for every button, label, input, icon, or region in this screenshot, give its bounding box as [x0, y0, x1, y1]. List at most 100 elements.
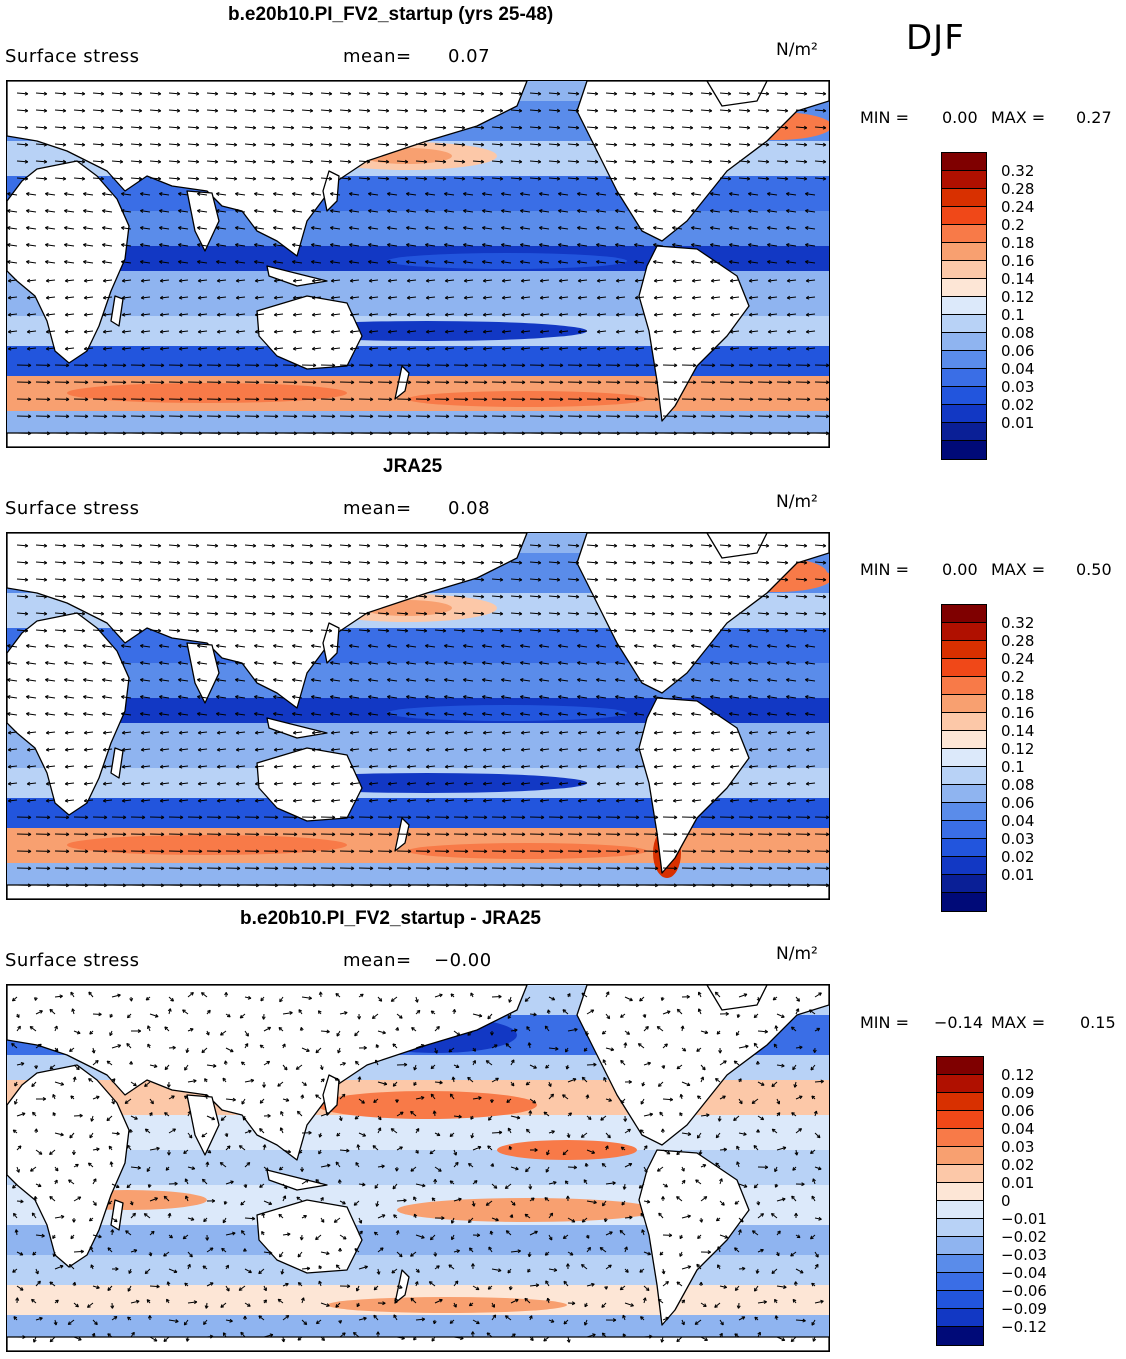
- colorbar-swatch: [942, 441, 986, 459]
- colorbar-swatch: [937, 1327, 983, 1345]
- colorbar-swatch: [942, 623, 986, 641]
- colorbar-swatch: [942, 387, 986, 405]
- colorbar-swatch: [942, 695, 986, 713]
- panel-2-map: [6, 532, 830, 900]
- colorbar-swatch: [942, 605, 986, 623]
- colorbar-swatch: [942, 279, 986, 297]
- colorbar-tick-label: 0.32: [1001, 162, 1035, 180]
- colorbar-swatch: [937, 1129, 983, 1147]
- panel-1-title: b.e20b10.PI_FV2_startup (yrs 25-48): [228, 4, 554, 25]
- colorbar-swatch: [942, 369, 986, 387]
- colorbar-tick-label: 0.08: [1001, 324, 1035, 342]
- colorbar-tick-label: 0.24: [1001, 650, 1035, 668]
- colorbar-swatch: [937, 1255, 983, 1273]
- colorbar-tick-label: 0.12: [1001, 740, 1035, 758]
- panel-2-colorbar: [941, 604, 987, 912]
- colorbar-tick-label: 0.03: [1001, 830, 1035, 848]
- colorbar-swatch: [942, 659, 986, 677]
- panel-2-mean-value: 0.08: [448, 498, 491, 519]
- colorbar-tick-label: 0.16: [1001, 704, 1035, 722]
- panel-3-title: b.e20b10.PI_FV2_startup - JRA25: [240, 908, 541, 929]
- panel-1-map: [6, 80, 830, 448]
- colorbar-swatch: [942, 225, 986, 243]
- colorbar-tick-label: 0.02: [1001, 1156, 1035, 1174]
- colorbar-swatch: [937, 1183, 983, 1201]
- colorbar-tick-label: 0.12: [1001, 1066, 1035, 1084]
- colorbar-swatch: [942, 405, 986, 423]
- colorbar-swatch: [937, 1165, 983, 1183]
- colorbar-swatch: [937, 1273, 983, 1291]
- panel-3-min-label: MIN =: [860, 1013, 909, 1032]
- panel-3-min-value: −0.14: [934, 1013, 984, 1032]
- colorbar-tick-label: 0.03: [1001, 378, 1035, 396]
- colorbar-tick-label: 0.06: [1001, 1102, 1035, 1120]
- colorbar-tick-label: 0.02: [1001, 848, 1035, 866]
- colorbar-swatch: [942, 677, 986, 695]
- colorbar-swatch: [942, 731, 986, 749]
- colorbar-tick-label: −0.03: [1001, 1246, 1047, 1264]
- panel-3-colorbar-ticks: 0.12 0.09 0.06 0.04 0.03 0.02 0.01 0 −0.01 −0.02−…: [1001, 1066, 1047, 1336]
- colorbar-tick-label: 0.24: [1001, 198, 1035, 216]
- colorbar-swatch: [937, 1309, 983, 1327]
- colorbar-tick-label: 0.09: [1001, 1084, 1035, 1102]
- colorbar-swatch: [942, 641, 986, 659]
- colorbar-swatch: [937, 1219, 983, 1237]
- panel-3-mean-value: −0.00: [434, 950, 492, 971]
- colorbar-tick-label: 0: [1001, 1192, 1011, 1210]
- colorbar-tick-label: 0.28: [1001, 180, 1035, 198]
- colorbar-tick-label: −0.02: [1001, 1228, 1047, 1246]
- colorbar-swatch: [937, 1111, 983, 1129]
- panel-1-unit: N/m²: [776, 40, 818, 60]
- panel-1-max-label: MAX =: [991, 108, 1046, 127]
- colorbar-tick-label: 0.16: [1001, 252, 1035, 270]
- colorbar-swatch: [937, 1057, 983, 1075]
- panel-2-max-value: 0.50: [1076, 560, 1112, 579]
- colorbar-swatch: [942, 171, 986, 189]
- colorbar-tick-label: 0.1: [1001, 758, 1025, 776]
- colorbar-tick-label: 0.04: [1001, 812, 1035, 830]
- panel-3-mean-label: mean=: [343, 950, 412, 971]
- panel-2-variable: Surface stress: [5, 498, 140, 519]
- colorbar-swatch: [942, 153, 986, 171]
- colorbar-tick-label: 0.01: [1001, 414, 1035, 432]
- colorbar-swatch: [942, 821, 986, 839]
- season-label: DJF: [906, 18, 965, 58]
- colorbar-tick-label: 0.14: [1001, 722, 1035, 740]
- colorbar-swatch: [942, 749, 986, 767]
- colorbar-tick-label: −0.12: [1001, 1318, 1047, 1336]
- colorbar-swatch: [937, 1237, 983, 1255]
- colorbar-swatch: [942, 351, 986, 369]
- panel-3-max-label: MAX =: [991, 1013, 1046, 1032]
- colorbar-swatch: [942, 839, 986, 857]
- colorbar-swatch: [942, 857, 986, 875]
- colorbar-tick-label: 0.32: [1001, 614, 1035, 632]
- panel-2-min-label: MIN =: [860, 560, 909, 579]
- colorbar-tick-label: 0.01: [1001, 1174, 1035, 1192]
- panel-1-mean-value: 0.07: [448, 46, 491, 67]
- colorbar-swatch: [942, 189, 986, 207]
- colorbar-swatch: [937, 1201, 983, 1219]
- colorbar-swatch: [942, 423, 986, 441]
- panel-1-mean-label: mean=: [343, 46, 412, 67]
- colorbar-swatch: [942, 785, 986, 803]
- panel-1-variable: Surface stress: [5, 46, 140, 67]
- colorbar-swatch: [942, 261, 986, 279]
- colorbar-tick-label: −0.01: [1001, 1210, 1047, 1228]
- panel-3-variable: Surface stress: [5, 950, 140, 971]
- colorbar-swatch: [942, 297, 986, 315]
- colorbar-swatch: [942, 767, 986, 785]
- colorbar-swatch: [942, 803, 986, 821]
- colorbar-tick-label: −0.06: [1001, 1282, 1047, 1300]
- colorbar-swatch: [937, 1147, 983, 1165]
- colorbar-tick-label: 0.1: [1001, 306, 1025, 324]
- colorbar-swatch: [942, 315, 986, 333]
- colorbar-swatch: [937, 1075, 983, 1093]
- colorbar-swatch: [942, 207, 986, 225]
- colorbar-tick-label: 0.06: [1001, 342, 1035, 360]
- colorbar-swatch: [942, 875, 986, 893]
- panel-2-map-svg: [7, 533, 829, 899]
- panel-2-min-value: 0.00: [942, 560, 978, 579]
- panel-3-colorbar: [936, 1056, 984, 1346]
- colorbar-swatch: [937, 1291, 983, 1309]
- colorbar-tick-label: 0.04: [1001, 1120, 1035, 1138]
